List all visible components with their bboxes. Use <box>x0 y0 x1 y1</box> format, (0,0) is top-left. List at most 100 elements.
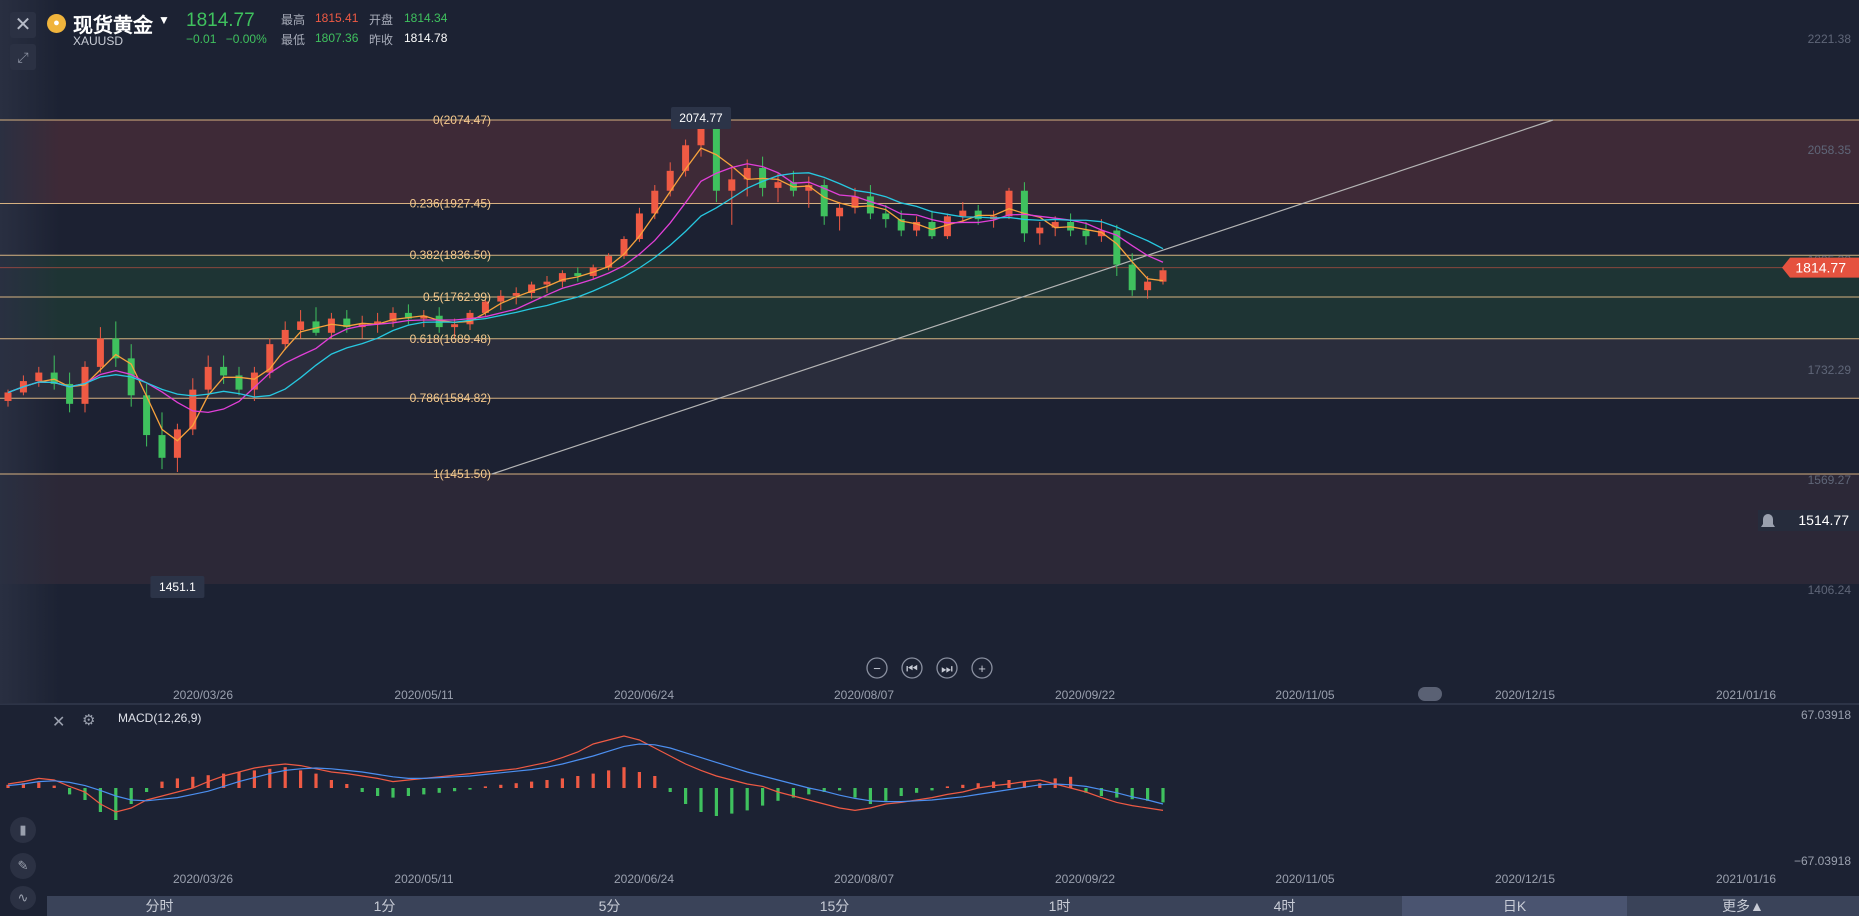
candle-body <box>250 372 258 390</box>
pencil-icon[interactable]: ✎ <box>10 853 36 879</box>
candle-body <box>481 301 489 313</box>
macd-bar <box>822 788 826 792</box>
candle-body <box>96 338 104 367</box>
candle-body <box>913 221 921 231</box>
fib-label: 0.236(1927.45) <box>410 197 491 211</box>
left-shade <box>0 0 60 704</box>
close-icon[interactable]: ✕ <box>10 12 36 38</box>
scroll-end-icon[interactable] <box>936 657 958 679</box>
macd-bar <box>961 784 965 788</box>
fib-zone <box>0 255 1859 297</box>
macd-bar <box>98 788 102 812</box>
macd-bar <box>191 776 195 788</box>
macd-bar <box>776 788 780 801</box>
macd-bar <box>145 788 149 792</box>
macd-dea-line <box>7 743 1164 805</box>
candle-body <box>1128 264 1136 291</box>
x-tick-label: 2020/03/26 <box>173 688 233 702</box>
macd-bar <box>684 788 688 804</box>
candle-body <box>897 219 905 231</box>
prev-close-label: 昨收 <box>369 33 394 47</box>
macd-bar <box>175 778 179 788</box>
candle-body <box>743 167 751 180</box>
macd-bar <box>607 770 611 788</box>
macd-bar <box>453 788 457 792</box>
ma-line <box>7 163 1164 414</box>
macd-x-tick-label: 2020/06/24 <box>614 872 674 886</box>
y-tick-label: 1406.24 <box>1808 583 1852 597</box>
candle-body <box>374 321 382 325</box>
candle-body <box>389 312 397 322</box>
candle-body <box>836 207 844 217</box>
candle-body <box>343 318 351 328</box>
macd-bar <box>899 788 903 796</box>
candle-body <box>574 273 582 276</box>
tab-timeframe-4[interactable]: 1时 <box>1048 898 1071 914</box>
x-tick-label: 2020/06/24 <box>614 688 674 702</box>
macd-bar <box>945 786 949 788</box>
macd-bar <box>406 788 410 796</box>
tab-timeframe-2[interactable]: 5分 <box>598 898 621 914</box>
draw-line-icon[interactable]: ∿ <box>10 886 36 910</box>
macd-title: MACD(12,26,9) <box>118 711 202 725</box>
candle-body <box>543 281 551 285</box>
macd-bar <box>6 784 10 788</box>
fib-label: 0(2074.47) <box>433 113 491 127</box>
candle-body <box>312 321 320 333</box>
candle-body <box>697 128 705 146</box>
macd-bar <box>545 780 549 788</box>
tab-timeframe-6[interactable]: 日K <box>1402 896 1627 916</box>
candle-body <box>712 128 720 191</box>
macd-bar <box>868 788 872 804</box>
x-tick-label: 2020/11/05 <box>1275 688 1334 702</box>
candle-body <box>158 435 166 458</box>
fib-zones <box>0 120 1859 584</box>
tab-timeframe-0[interactable]: 分时 <box>145 898 174 914</box>
macd-bar <box>68 788 72 795</box>
scroll-start-icon-glyph: ⏮ <box>906 661 918 676</box>
macd-bar <box>976 783 980 788</box>
macd-x-tick-label: 2020/12/15 <box>1495 872 1555 886</box>
indicator-icon[interactable]: ▮ <box>10 817 36 843</box>
macd-bar <box>345 784 349 788</box>
candle-body <box>605 256 613 268</box>
crosshair-tool-icon[interactable]: ⤢ <box>10 44 36 70</box>
macd-bar <box>1053 778 1057 788</box>
macd-close-icon[interactable]: ✕ <box>52 714 66 731</box>
candle-body <box>35 372 43 382</box>
tab-timeframe-1[interactable]: 1分 <box>373 898 396 914</box>
tab-timeframe-5[interactable]: 4时 <box>1273 898 1296 914</box>
macd-bar <box>52 785 56 788</box>
candle-body <box>1005 190 1013 217</box>
candle-body <box>327 318 335 333</box>
trendline[interactable] <box>491 119 1554 475</box>
fib-labels: 0(2074.47) 0.236(1927.45) 0.382(1836.50) 0.… <box>410 113 491 481</box>
chevron-down-icon[interactable]: ▼ <box>158 13 170 27</box>
macd-diff-line <box>7 735 1164 813</box>
macd-bar <box>560 778 564 788</box>
gold-icon: ● <box>47 14 66 33</box>
macd-bar <box>1038 783 1042 788</box>
macd-bar <box>499 784 503 788</box>
y-tick-label: 1732.29 <box>1808 363 1852 377</box>
min-marker: 1451.1 <box>159 580 196 594</box>
candle-body <box>220 366 228 376</box>
macd-bar <box>83 788 87 800</box>
tab-timeframe-3[interactable]: 15分 <box>819 898 850 914</box>
tab-timeframe-more[interactable]: 更多▲ <box>1722 898 1764 914</box>
candle-body <box>528 284 536 294</box>
zoom-out-icon[interactable] <box>866 657 888 679</box>
macd-settings-icon[interactable]: ⚙ <box>82 712 96 729</box>
zoom-in-icon[interactable] <box>971 657 993 679</box>
candle-body <box>512 293 520 296</box>
macd-bar <box>222 773 226 788</box>
instrument-name[interactable]: 现货黄金 <box>73 15 153 37</box>
price-change: −0.01 −0.00% <box>186 32 267 46</box>
low-label: 最低 <box>281 33 306 47</box>
candle-body <box>1082 230 1090 237</box>
scroll-start-icon[interactable] <box>901 657 923 679</box>
bell-icon <box>1761 514 1775 527</box>
price-tag-bg <box>1782 257 1859 278</box>
macd-bar <box>437 788 441 793</box>
